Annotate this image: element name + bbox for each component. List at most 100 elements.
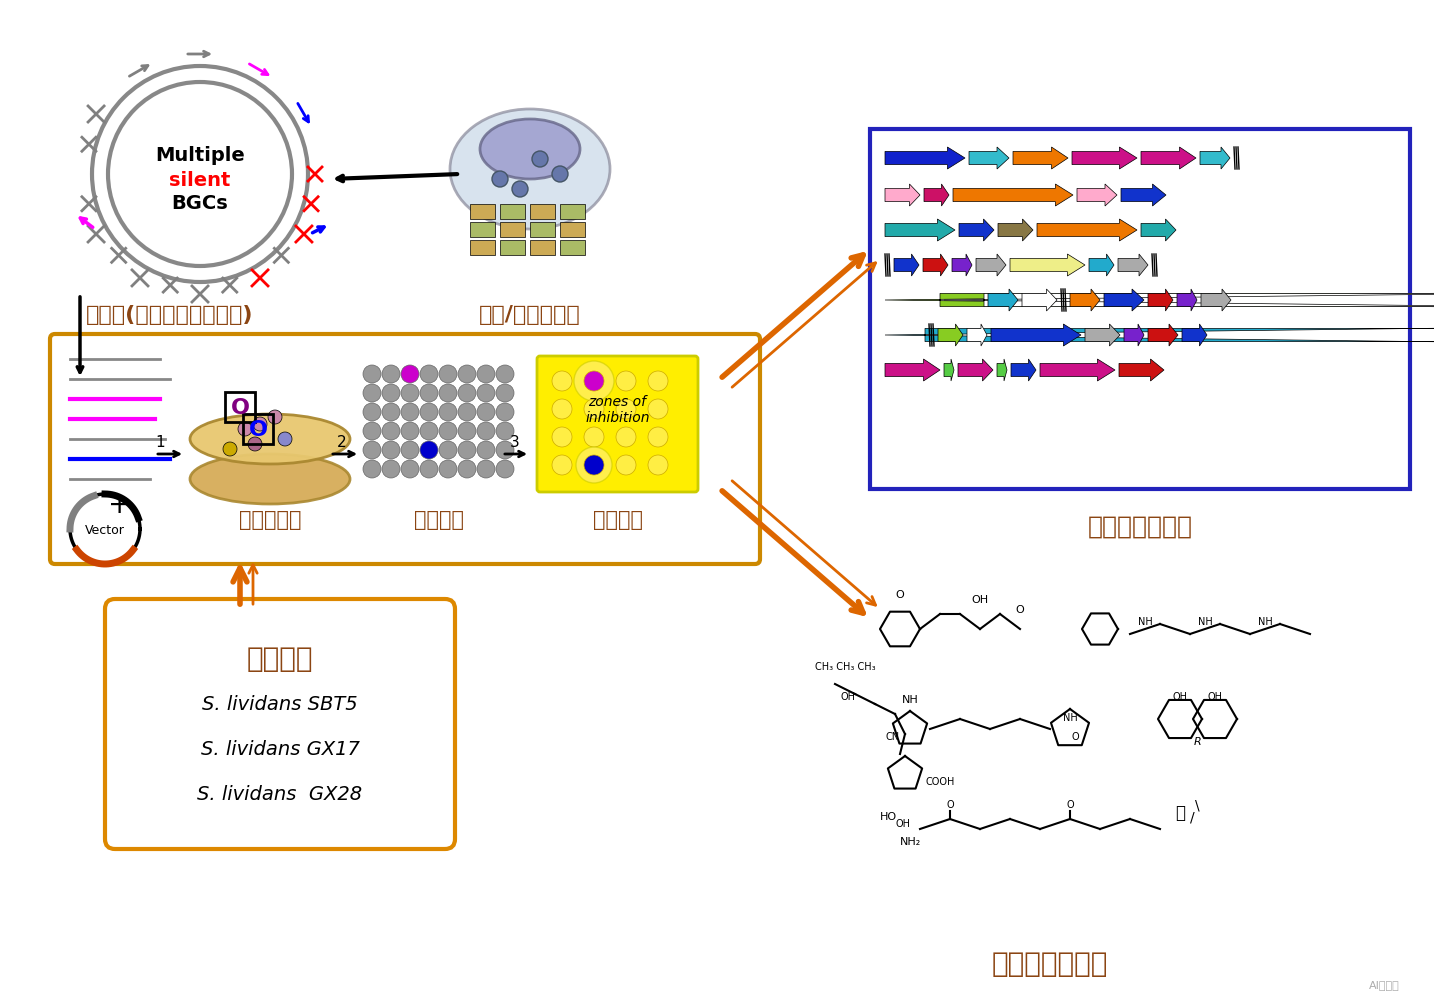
Circle shape	[363, 461, 381, 479]
Circle shape	[496, 404, 513, 422]
Text: zones of
inhibition: zones of inhibition	[585, 395, 650, 425]
Bar	[225, 393, 255, 423]
Circle shape	[381, 385, 400, 403]
Text: CH₃ CH₃ CH₃: CH₃ CH₃ CH₃	[815, 661, 875, 671]
Circle shape	[439, 442, 457, 460]
Bar	[470, 240, 495, 256]
Polygon shape	[1088, 255, 1114, 277]
Circle shape	[648, 372, 668, 392]
Circle shape	[439, 461, 457, 479]
Text: Vector: Vector	[85, 523, 125, 536]
Polygon shape	[1141, 148, 1196, 169]
Polygon shape	[885, 184, 921, 206]
Polygon shape	[959, 219, 994, 241]
FancyBboxPatch shape	[105, 599, 455, 849]
Polygon shape	[944, 360, 954, 382]
Circle shape	[238, 423, 252, 437]
Text: 2: 2	[337, 435, 347, 450]
Text: HO: HO	[880, 812, 898, 822]
Circle shape	[381, 366, 400, 384]
Polygon shape	[885, 360, 941, 382]
Circle shape	[402, 385, 419, 403]
Text: 生物合成基因簇: 生物合成基因簇	[1087, 514, 1193, 538]
Polygon shape	[1022, 290, 1057, 312]
Circle shape	[439, 423, 457, 441]
Circle shape	[648, 428, 668, 448]
Text: 3: 3	[511, 435, 521, 450]
Ellipse shape	[189, 415, 350, 465]
Circle shape	[478, 442, 495, 460]
Text: silent: silent	[169, 170, 231, 189]
Polygon shape	[988, 290, 1018, 312]
Text: CN: CN	[885, 731, 899, 741]
Circle shape	[574, 362, 614, 402]
Polygon shape	[885, 325, 1434, 347]
Polygon shape	[1119, 360, 1164, 382]
Polygon shape	[1040, 360, 1116, 382]
Polygon shape	[1010, 255, 1086, 277]
Text: AI资讯网: AI资讯网	[1369, 979, 1400, 989]
Text: NH₂: NH₂	[901, 836, 921, 846]
Circle shape	[420, 442, 437, 460]
Polygon shape	[1200, 148, 1230, 169]
Circle shape	[381, 461, 400, 479]
Circle shape	[420, 366, 437, 384]
Text: O: O	[231, 398, 250, 418]
Bar	[561, 222, 585, 237]
Text: 异源表达: 异源表达	[413, 509, 463, 529]
Bar	[561, 240, 585, 256]
Polygon shape	[1086, 325, 1120, 347]
Circle shape	[584, 372, 604, 392]
Circle shape	[420, 385, 437, 403]
Polygon shape	[977, 255, 1007, 277]
Text: S. lividans GX17: S. lividans GX17	[201, 739, 360, 759]
Polygon shape	[1119, 255, 1149, 277]
Text: S. lividans SBT5: S. lividans SBT5	[202, 694, 358, 713]
Circle shape	[617, 400, 637, 420]
Text: \: \	[1195, 799, 1200, 813]
Circle shape	[363, 366, 381, 384]
Bar	[561, 204, 585, 219]
Polygon shape	[885, 290, 1434, 312]
Ellipse shape	[189, 455, 350, 504]
Text: NH: NH	[902, 694, 918, 704]
Polygon shape	[1073, 148, 1137, 169]
Circle shape	[648, 400, 668, 420]
Polygon shape	[885, 148, 965, 169]
Bar	[470, 204, 495, 219]
Circle shape	[363, 423, 381, 441]
Circle shape	[584, 400, 604, 420]
Text: ⌒: ⌒	[1174, 804, 1184, 822]
FancyBboxPatch shape	[536, 357, 698, 493]
Circle shape	[439, 385, 457, 403]
Bar	[500, 204, 525, 219]
Text: OH: OH	[895, 819, 911, 829]
Circle shape	[457, 423, 476, 441]
Circle shape	[584, 428, 604, 448]
Polygon shape	[1077, 184, 1117, 206]
Circle shape	[402, 461, 419, 479]
Polygon shape	[885, 219, 955, 241]
Circle shape	[402, 423, 419, 441]
Polygon shape	[954, 184, 1073, 206]
Circle shape	[363, 404, 381, 422]
Text: O: O	[1067, 800, 1074, 810]
Circle shape	[584, 456, 604, 476]
Polygon shape	[923, 184, 949, 206]
Circle shape	[552, 372, 572, 392]
Circle shape	[248, 438, 262, 452]
Circle shape	[512, 181, 528, 197]
Polygon shape	[938, 325, 964, 347]
Circle shape	[439, 366, 457, 384]
Text: OH: OH	[840, 691, 855, 701]
Bar	[870, 130, 1410, 490]
Circle shape	[381, 442, 400, 460]
Text: OH: OH	[971, 594, 988, 604]
Polygon shape	[1124, 325, 1144, 347]
Circle shape	[496, 442, 513, 460]
Circle shape	[478, 404, 495, 422]
Polygon shape	[952, 255, 972, 277]
Polygon shape	[1011, 360, 1035, 382]
Polygon shape	[958, 360, 992, 382]
Text: 基因组(大量沉默基因簇！): 基因组(大量沉默基因簇！)	[86, 305, 254, 325]
